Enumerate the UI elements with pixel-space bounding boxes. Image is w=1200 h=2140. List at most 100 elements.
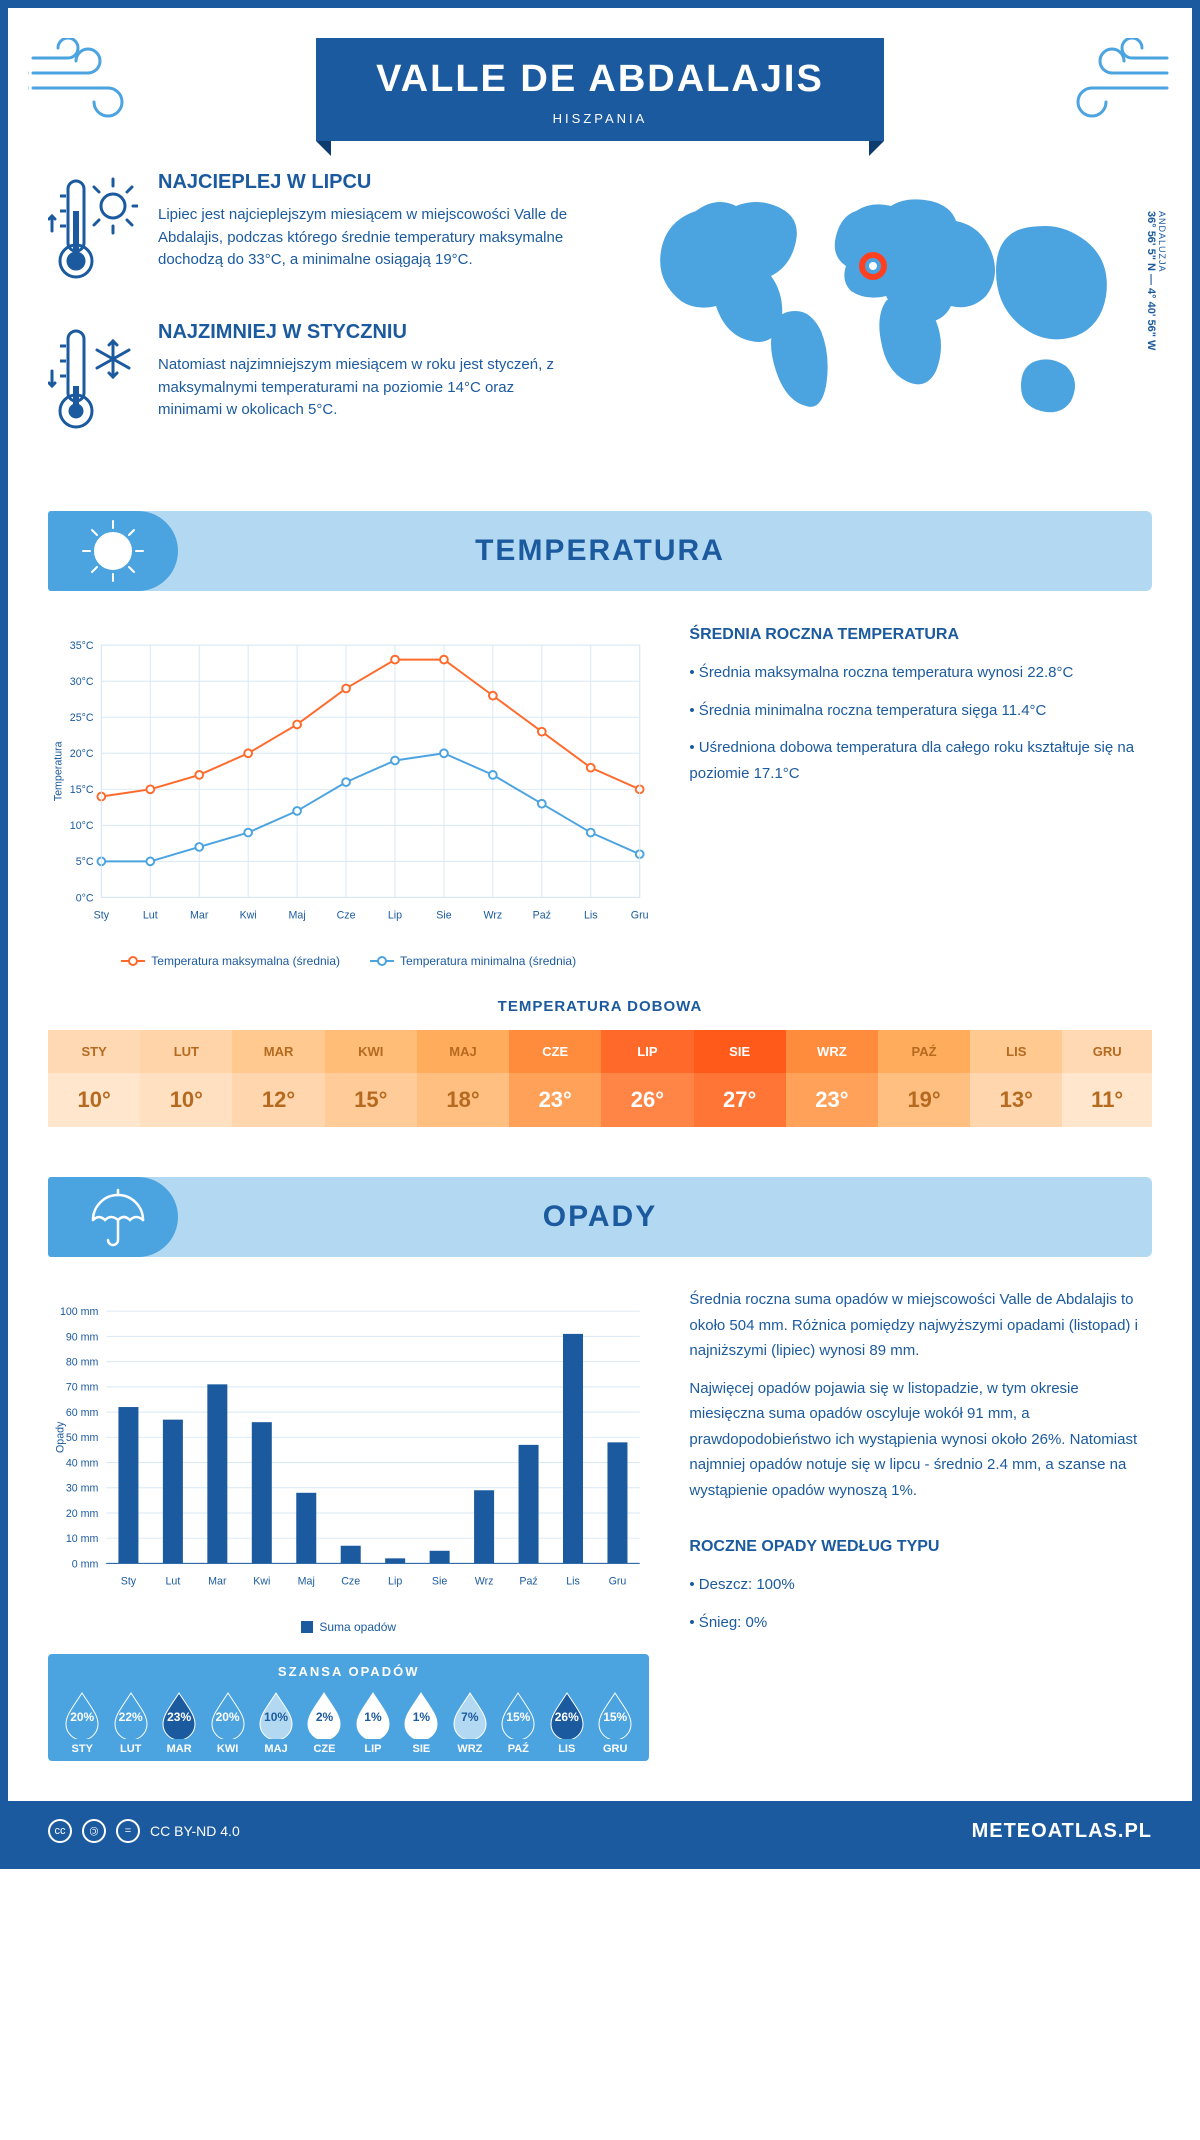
svg-text:5°C: 5°C: [76, 856, 94, 868]
svg-text:Kwi: Kwi: [253, 1576, 270, 1588]
svg-text:50 mm: 50 mm: [66, 1432, 99, 1444]
precip-chance-box: SZANSA OPADÓW 20% STY 22% LUT 23% MAR 20…: [48, 1654, 649, 1761]
svg-text:Sty: Sty: [121, 1576, 137, 1588]
daily-month: KWI: [325, 1030, 417, 1073]
svg-text:Mar: Mar: [190, 910, 209, 922]
chance-drop: 20% STY: [58, 1691, 106, 1755]
umbrella-icon: [48, 1177, 178, 1257]
cc-icon: cc: [48, 1819, 72, 1843]
svg-text:25°C: 25°C: [70, 712, 94, 724]
chance-drop: 23% MAR: [155, 1691, 203, 1755]
precip-rain: • Deszcz: 100%: [689, 1572, 1152, 1598]
warmest-block: NAJCIEPLEJ W LIPCU Lipiec jest najcieple…: [48, 171, 580, 296]
daily-month: LIS: [970, 1030, 1062, 1073]
precip-legend-label: Suma opadów: [319, 1620, 396, 1634]
svg-text:40 mm: 40 mm: [66, 1457, 99, 1469]
chance-drop: 26% LIS: [543, 1691, 591, 1755]
precip-snow: • Śnieg: 0%: [689, 1610, 1152, 1636]
footer: cc 🄯 = CC BY-ND 4.0 METEOATLAS.PL: [8, 1801, 1192, 1861]
daily-month: GRU: [1062, 1030, 1152, 1073]
svg-text:0 mm: 0 mm: [72, 1558, 99, 1570]
svg-text:15°C: 15°C: [70, 784, 94, 796]
svg-text:Lut: Lut: [165, 1576, 180, 1588]
world-map: [620, 171, 1152, 431]
daily-value: 27°: [694, 1073, 786, 1127]
daily-value: 19°: [878, 1073, 970, 1127]
sun-icon: [48, 511, 178, 591]
svg-text:Gru: Gru: [609, 1576, 627, 1588]
daily-value: 12°: [232, 1073, 324, 1127]
svg-text:30 mm: 30 mm: [66, 1483, 99, 1495]
svg-text:Kwi: Kwi: [240, 910, 257, 922]
temp-summary-2: • Średnia minimalna roczna temperatura s…: [689, 698, 1152, 724]
svg-text:Mar: Mar: [208, 1576, 227, 1588]
chance-drop: 1% LIP: [349, 1691, 397, 1755]
chance-drop: 20% KWI: [203, 1691, 251, 1755]
chance-drop: 15% GRU: [591, 1691, 639, 1755]
svg-text:35°C: 35°C: [70, 640, 94, 652]
chance-title: SZANSA OPADÓW: [58, 1664, 639, 1679]
temperature-line-chart: 0°C5°C10°C15°C20°C25°C30°C35°CStyLutMarK…: [48, 621, 649, 941]
header: VALLE DE ABDALAJIS HISZPANIA: [48, 38, 1152, 141]
intro-section: NAJCIEPLEJ W LIPCU Lipiec jest najcieple…: [48, 171, 1152, 471]
daily-value: 23°: [786, 1073, 878, 1127]
coldest-text: Natomiast najzimniejszym miesiącem w rok…: [158, 354, 580, 422]
chance-drop: 15% PAŹ: [494, 1691, 542, 1755]
svg-text:Opady: Opady: [55, 1421, 67, 1453]
daily-temp-table: STYLUTMARKWIMAJCZELIPSIEWRZPAŹLISGRU10°1…: [48, 1030, 1152, 1127]
precip-banner: OPADY: [48, 1177, 1152, 1257]
daily-value: 23°: [509, 1073, 601, 1127]
daily-value: 26°: [601, 1073, 693, 1127]
svg-text:70 mm: 70 mm: [66, 1382, 99, 1394]
coldest-block: NAJZIMNIEJ W STYCZNIU Natomiast najzimni…: [48, 321, 580, 446]
thermometer-sun-icon: [48, 171, 138, 296]
title-banner: VALLE DE ABDALAJIS HISZPANIA: [316, 38, 884, 141]
svg-text:Gru: Gru: [631, 910, 649, 922]
svg-text:Sty: Sty: [94, 910, 110, 922]
chance-drop: 1% SIE: [397, 1691, 445, 1755]
temp-summary-3: • Uśredniona dobowa temperatura dla całe…: [689, 735, 1152, 786]
svg-text:Cze: Cze: [341, 1576, 360, 1588]
license-label: CC BY-ND 4.0: [150, 1823, 240, 1839]
svg-text:Wrz: Wrz: [475, 1576, 494, 1588]
chance-drop: 2% CZE: [300, 1691, 348, 1755]
legend-max-label: Temperatura maksymalna (średnia): [151, 954, 340, 968]
daily-value: 13°: [970, 1073, 1062, 1127]
page-subtitle: HISZPANIA: [376, 111, 824, 126]
svg-text:Lip: Lip: [388, 910, 402, 922]
chance-drop: 22% LUT: [106, 1691, 154, 1755]
svg-text:Sie: Sie: [436, 910, 451, 922]
temperature-section-title: TEMPERATURA: [475, 534, 725, 568]
daily-month: WRZ: [786, 1030, 878, 1073]
svg-text:30°C: 30°C: [70, 676, 94, 688]
svg-text:60 mm: 60 mm: [66, 1407, 99, 1419]
svg-text:Lis: Lis: [566, 1576, 580, 1588]
daily-value: 18°: [417, 1073, 509, 1127]
svg-text:Cze: Cze: [337, 910, 356, 922]
daily-month: PAŹ: [878, 1030, 970, 1073]
nd-icon: =: [116, 1819, 140, 1843]
coordinates: ANDALUZJA 36° 56' 5" N — 4° 40' 56" W: [1145, 211, 1167, 350]
temp-legend: .legend-swatch[style*="ff6a2b"]::before{…: [48, 954, 649, 968]
page-title: VALLE DE ABDALAJIS: [376, 58, 824, 101]
daily-value: 15°: [325, 1073, 417, 1127]
svg-text:Lut: Lut: [143, 910, 158, 922]
daily-month: LIP: [601, 1030, 693, 1073]
legend-min-label: Temperatura minimalna (średnia): [400, 954, 576, 968]
wind-icon-right: [1062, 38, 1172, 128]
daily-month: LUT: [140, 1030, 232, 1073]
svg-text:Wrz: Wrz: [483, 910, 502, 922]
svg-text:100 mm: 100 mm: [60, 1306, 99, 1318]
precip-para-1: Średnia roczna suma opadów w miejscowośc…: [689, 1287, 1152, 1364]
by-icon: 🄯: [82, 1819, 106, 1843]
chance-drop: 7% WRZ: [446, 1691, 494, 1755]
daily-value: 10°: [140, 1073, 232, 1127]
svg-text:10 mm: 10 mm: [66, 1533, 99, 1545]
svg-text:80 mm: 80 mm: [66, 1357, 99, 1369]
svg-text:Maj: Maj: [289, 910, 306, 922]
daily-value: 11°: [1062, 1073, 1152, 1127]
chance-drop: 10% MAJ: [252, 1691, 300, 1755]
daily-month: STY: [48, 1030, 140, 1073]
daily-month: MAJ: [417, 1030, 509, 1073]
svg-text:Paź: Paź: [519, 1576, 537, 1588]
